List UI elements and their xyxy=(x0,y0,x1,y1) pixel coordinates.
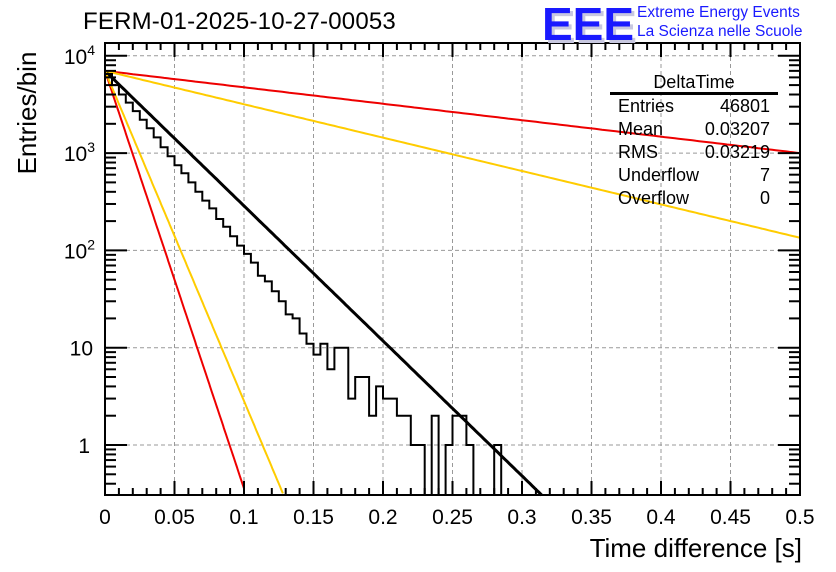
stats-label: Underflow xyxy=(618,165,700,185)
stats-value: 0.03207 xyxy=(704,119,770,139)
histogram-bin xyxy=(307,344,314,495)
histogram-bin xyxy=(390,399,397,495)
histogram-bin xyxy=(362,377,369,495)
histogram-bin xyxy=(286,314,293,495)
histogram-bin xyxy=(348,399,355,495)
histogram-bin xyxy=(397,416,404,495)
histogram-bin xyxy=(300,333,307,495)
stats-value: 7 xyxy=(759,165,770,185)
y-axis-label: Entries/bin xyxy=(12,51,42,175)
chart-title: FERM-01-2025-10-27-00053 xyxy=(83,8,396,35)
logo-line-1: Extreme Energy Events xyxy=(637,4,800,21)
stats-title: DeltaTime xyxy=(610,72,778,95)
logo-letters: EEE xyxy=(542,2,634,46)
x-tick-label: 0.5 xyxy=(785,506,814,529)
histogram-bin xyxy=(293,318,300,495)
histogram-bin xyxy=(209,208,216,495)
stats-label: RMS xyxy=(618,142,658,162)
x-tick-label: 0.35 xyxy=(571,506,612,529)
y-tick-label: 102 xyxy=(64,236,95,263)
histogram-bin xyxy=(459,416,466,495)
x-tick-label: 0.25 xyxy=(432,506,473,529)
series-red-shallow xyxy=(104,69,801,155)
histogram-bin xyxy=(168,156,175,495)
histogram-bin xyxy=(404,416,411,495)
stats-value: 0.03219 xyxy=(704,142,770,162)
x-tick-label: 0.05 xyxy=(154,506,195,529)
series-fit xyxy=(103,69,543,497)
histogram xyxy=(105,73,522,496)
x-tick-label: 0.15 xyxy=(293,506,334,529)
x-axis-label: Time difference [s] xyxy=(589,533,802,563)
stats-row-mean: Mean 0.03207 xyxy=(610,118,778,141)
histogram-bin xyxy=(119,95,126,495)
stats-label: Overflow xyxy=(618,188,690,208)
histogram-bin xyxy=(133,111,140,495)
histogram-bin xyxy=(175,165,182,495)
logo-line-2: La Scienza nelle Scuole xyxy=(637,23,803,40)
histogram-bin xyxy=(272,291,279,495)
histogram-bin xyxy=(244,254,251,495)
y-tick-label: 1 xyxy=(78,435,90,458)
histogram-bin xyxy=(161,147,168,495)
histogram-bin xyxy=(320,344,327,495)
y-tick-label: 10 xyxy=(70,338,93,361)
y-tick-label: 103 xyxy=(64,139,95,166)
axes xyxy=(104,42,801,496)
series-yellow-steep xyxy=(104,70,284,494)
histogram-outline xyxy=(105,73,522,496)
logo-shadow: EEE xyxy=(545,2,636,46)
histogram-bin xyxy=(327,369,334,495)
histogram-bin xyxy=(105,74,112,495)
x-tick-label: 0.1 xyxy=(229,506,258,529)
histogram-bin xyxy=(418,445,425,495)
fit-curves xyxy=(103,69,801,497)
series-red-steep xyxy=(104,70,245,489)
histogram-bin xyxy=(453,416,460,495)
series-yellow-shallow xyxy=(104,69,801,239)
x-tick-label: 0.3 xyxy=(507,506,536,529)
tick-labels: 0 0.05 0.1 0.15 0.2 0.25 0.3 0.35 0.4 0.45 0.5 104 1… xyxy=(64,42,815,529)
x-tick-label: 0.4 xyxy=(646,506,676,529)
histogram-bin xyxy=(466,445,473,495)
histogram-bin xyxy=(341,348,348,495)
x-tick-label: 0.2 xyxy=(368,506,397,529)
histogram-bin xyxy=(216,219,223,495)
histogram-bin xyxy=(314,355,321,495)
stats-row-overflow: Overflow 0 xyxy=(610,187,778,210)
histogram-bin xyxy=(181,173,188,495)
histogram-bin xyxy=(355,377,362,495)
histogram-bin xyxy=(237,246,244,495)
stats-row-entries: Entries 46801 xyxy=(610,95,778,118)
stats-label: Mean xyxy=(618,119,664,139)
histogram-bin xyxy=(126,103,133,495)
histogram-bin xyxy=(258,276,265,495)
stats-value: 46801 xyxy=(719,96,770,116)
histogram-bin xyxy=(369,416,376,495)
histogram-bin xyxy=(251,263,258,495)
x-tick-label: 0.45 xyxy=(710,506,751,529)
y-tick-label: 104 xyxy=(64,42,95,69)
stats-label: Entries xyxy=(618,96,675,116)
stats-box: DeltaTime Entries 46801 Mean 0.03207 RMS… xyxy=(610,72,778,210)
x-tick-label: 0 xyxy=(99,506,111,529)
histogram-bin xyxy=(383,399,390,495)
eee-logo-icon: EEE EEE xyxy=(542,2,636,46)
stats-row-underflow: Underflow 7 xyxy=(610,164,778,187)
histogram-bin xyxy=(411,445,418,495)
histogram-bin xyxy=(279,301,286,495)
logo-text: Extreme Energy Events La Scienza nelle S… xyxy=(637,3,802,41)
stats-row-rms: RMS 0.03219 xyxy=(610,141,778,164)
stats-value: 0 xyxy=(759,188,770,208)
